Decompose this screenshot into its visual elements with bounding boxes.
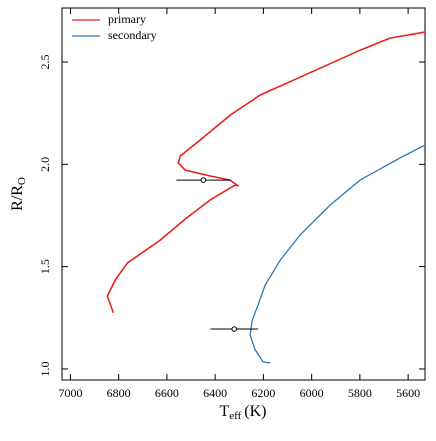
x-label-rest: (K) [244, 403, 266, 420]
data-point [200, 177, 207, 183]
y-tick-label: 1.5 [38, 259, 52, 274]
legend-label: primary [108, 12, 146, 26]
plot-frame [61, 7, 426, 381]
x-axis-label: Teff (K) [219, 403, 266, 422]
x-label-sub: eff [229, 410, 241, 422]
y-axis-label: R/RO [9, 177, 28, 211]
y-tick-label: 2.0 [38, 157, 52, 172]
y-tick-label: 1.0 [38, 361, 52, 376]
x-tick-label: 5800 [348, 386, 372, 400]
x-tick-label: 7000 [58, 386, 82, 400]
series-line [106, 31, 426, 314]
y-label-sub: O [16, 177, 28, 185]
x-label-main: T [219, 403, 229, 420]
series-line [249, 144, 426, 364]
x-tick-label: 5600 [396, 386, 420, 400]
y-label-main: R/R [9, 185, 26, 211]
x-tick-label: 6200 [251, 386, 275, 400]
x-tick-label: 6000 [300, 386, 324, 400]
x-tick-label: 6400 [203, 386, 227, 400]
x-tick-label: 6600 [155, 386, 179, 400]
y-tick-label: 2.5 [38, 55, 52, 70]
legend-label: secondary [108, 28, 157, 42]
data-point [231, 326, 238, 332]
x-tick-label: 6800 [107, 386, 131, 400]
